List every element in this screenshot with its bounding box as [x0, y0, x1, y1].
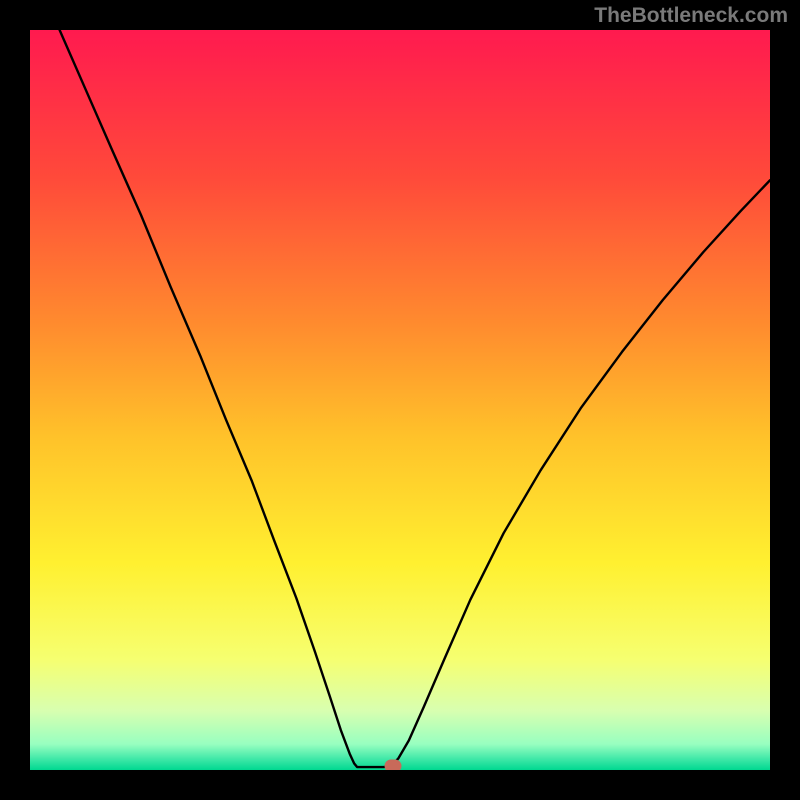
watermark-text: TheBottleneck.com	[594, 4, 788, 28]
figure-outer	[0, 0, 800, 800]
plot-area	[30, 30, 770, 770]
v-curve	[30, 30, 770, 770]
v-curve-path	[60, 30, 770, 767]
bottleneck-marker	[384, 759, 401, 770]
